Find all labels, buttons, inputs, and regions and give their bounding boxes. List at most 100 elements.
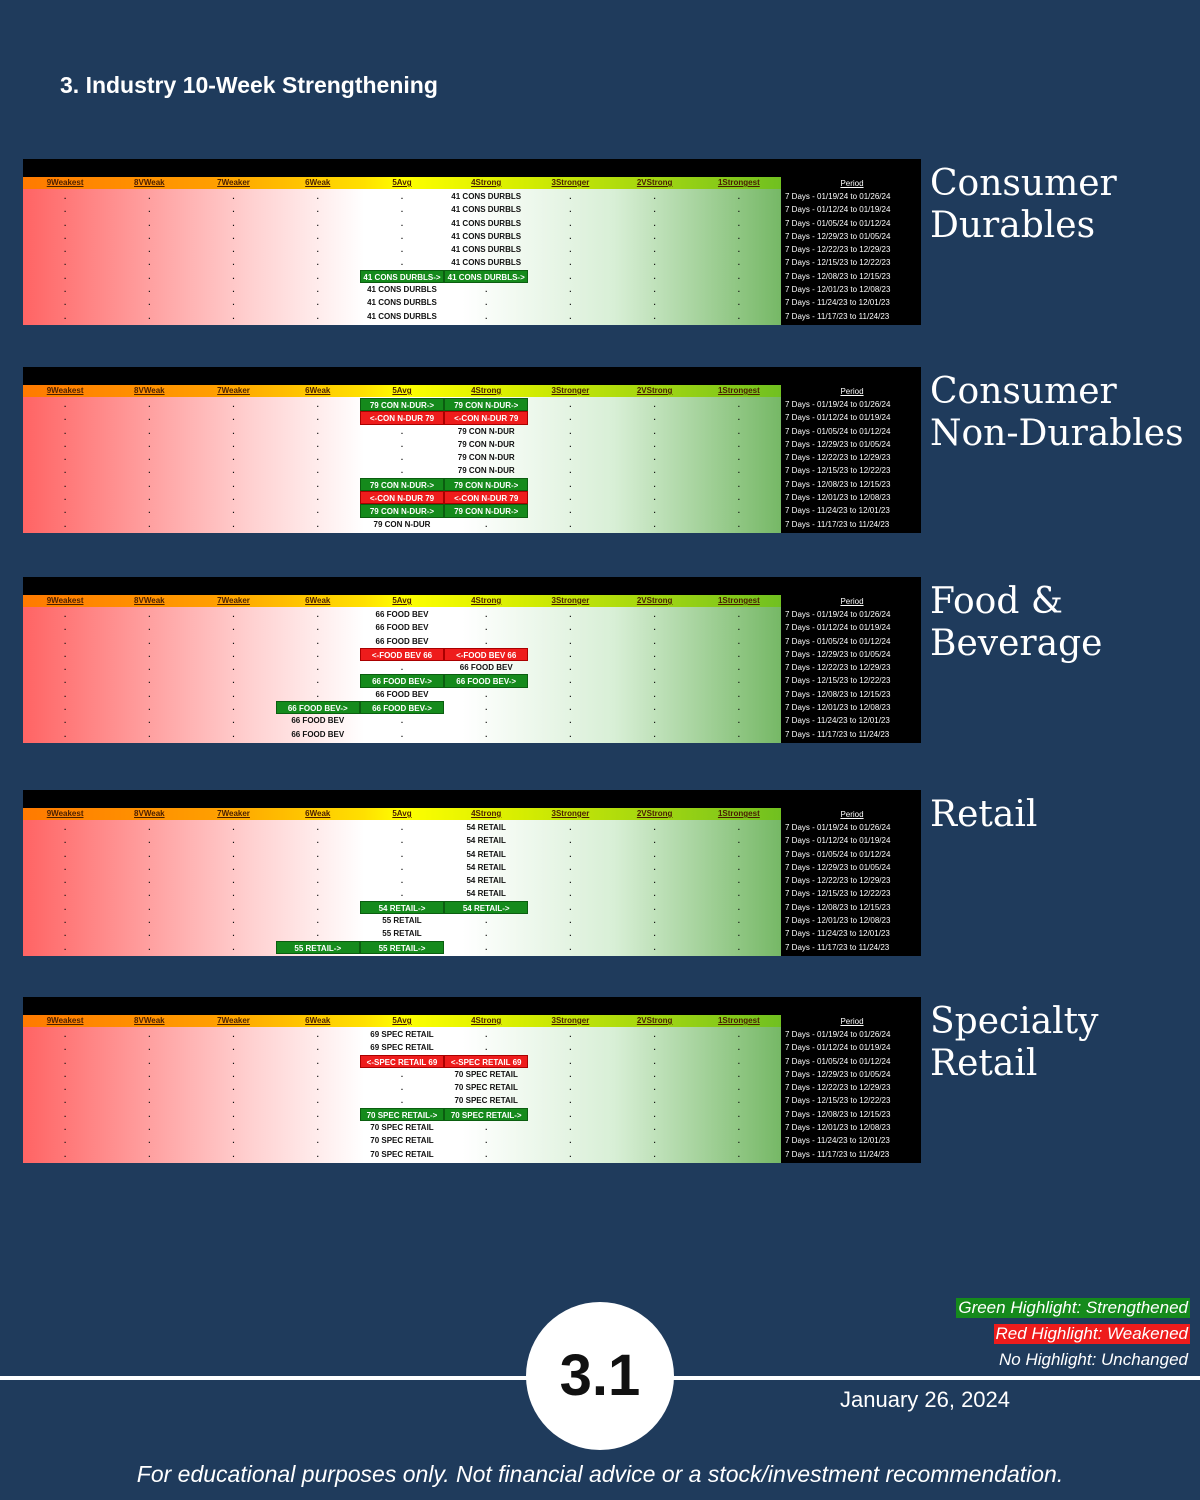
table-cell: . bbox=[148, 479, 151, 489]
column-header: 8VWeak bbox=[134, 386, 165, 395]
table-cell: . bbox=[737, 916, 740, 926]
table-cell: . bbox=[148, 623, 151, 633]
table-cell: . bbox=[232, 623, 235, 633]
table-cell: . bbox=[63, 426, 67, 436]
table-cell: 54 RETAIL bbox=[466, 836, 506, 846]
table-cell: . bbox=[148, 466, 151, 476]
table-row: ..... 41 CONS DURBLS... bbox=[23, 256, 781, 269]
table-cell: . bbox=[316, 849, 319, 859]
sector-label-line1: Consumer bbox=[930, 163, 1117, 204]
table-cell: . bbox=[63, 231, 67, 241]
table-cell: . bbox=[148, 258, 151, 268]
table-row: ..... 70 SPEC RETAIL... bbox=[23, 1094, 781, 1107]
table-cell: . bbox=[63, 1056, 67, 1066]
table-cell: . bbox=[737, 271, 740, 281]
table-row: .... 41 CONS DURBLS.... bbox=[23, 283, 781, 296]
table-cell: . bbox=[569, 258, 572, 268]
column-header: 1Strongest bbox=[717, 809, 760, 818]
cell-strengthened: 66 FOOD BEV-> bbox=[359, 701, 445, 715]
table-cell: 54 RETAIL bbox=[466, 849, 506, 859]
table-cell: . bbox=[400, 426, 404, 436]
table-cell: . bbox=[569, 1123, 572, 1133]
cell-strengthened: 66 FOOD BEV-> bbox=[359, 674, 445, 688]
table-cell: . bbox=[400, 862, 404, 872]
table-cell: . bbox=[653, 862, 656, 872]
legend-red: Red Highlight: Weakened bbox=[993, 1324, 1190, 1344]
table-cell: . bbox=[737, 245, 740, 255]
table-cell: . bbox=[148, 929, 151, 939]
table-cell: . bbox=[653, 1083, 656, 1093]
table-cell: . bbox=[316, 876, 319, 886]
period-row: 7 Days - 11/24/23 to 12/01/23 bbox=[785, 716, 890, 726]
table-cell: . bbox=[232, 426, 235, 436]
table-cell: . bbox=[400, 729, 404, 739]
column-header: 5Avg bbox=[392, 809, 412, 818]
table-cell: . bbox=[148, 916, 151, 926]
table-cell: . bbox=[737, 400, 740, 409]
table-cell: . bbox=[316, 245, 319, 255]
table-cell: . bbox=[316, 231, 319, 241]
column-header: 3Stronger bbox=[551, 1016, 590, 1025]
column-header: 8VWeak bbox=[134, 596, 165, 605]
table-cell: . bbox=[737, 1123, 740, 1133]
table-cell: . bbox=[737, 876, 740, 886]
table-cell: 79 CON N-DUR bbox=[457, 453, 515, 463]
table-cell: . bbox=[485, 1136, 488, 1146]
table-cell: . bbox=[653, 205, 656, 215]
table-cell: . bbox=[653, 729, 656, 739]
table-cell: . bbox=[232, 453, 235, 463]
table-cell: 54 RETAIL bbox=[466, 889, 506, 899]
cell-weakened: <-FOOD BEV 66 bbox=[359, 647, 445, 662]
period-column: Period 7 Days - 01/19/24 to 01/26/24 7 Day… bbox=[783, 385, 921, 531]
table-cell: . bbox=[653, 519, 656, 529]
table-cell: . bbox=[737, 1149, 740, 1159]
period-column: Period 7 Days - 01/19/24 to 01/26/24 7 Day… bbox=[783, 595, 921, 741]
column-header-row: 9Weakest 8VWeak 7Weaker 6Weak 5Avg 4Strong 3St… bbox=[23, 595, 781, 607]
table-cell: . bbox=[569, 1096, 572, 1106]
period-row: 7 Days - 01/05/24 to 01/12/24 bbox=[785, 218, 891, 228]
table-cell: . bbox=[737, 519, 740, 529]
industry-table: 9Weakest 8VWeak 7Weaker 6Weak 5Avg 4Strong 3St… bbox=[23, 997, 921, 1163]
table-cell: . bbox=[737, 623, 740, 633]
table-cell: . bbox=[737, 636, 740, 646]
period-row: 7 Days - 12/15/23 to 12/22/23 bbox=[785, 676, 891, 686]
table-cell: . bbox=[148, 836, 151, 846]
sector-label-line2: Non-Durables bbox=[930, 413, 1184, 454]
table-cell: . bbox=[569, 610, 572, 619]
table-cell: . bbox=[569, 205, 572, 215]
table-cell: . bbox=[63, 439, 67, 449]
table-cell: . bbox=[63, 1096, 67, 1106]
table-cell: . bbox=[569, 506, 572, 516]
table-cell: . bbox=[569, 649, 572, 659]
period-row: 7 Days - 01/05/24 to 01/12/24 bbox=[785, 426, 891, 436]
table-cell: . bbox=[653, 493, 656, 503]
table-cell: . bbox=[653, 285, 656, 295]
table-cell: . bbox=[148, 400, 151, 409]
table-cell: . bbox=[63, 676, 67, 686]
sector-label-line1: Retail bbox=[930, 794, 1038, 835]
table-cell: . bbox=[653, 623, 656, 633]
table-cell: . bbox=[737, 493, 740, 503]
table-cell: . bbox=[316, 1030, 319, 1039]
table-cell: . bbox=[316, 311, 319, 321]
column-header: 5Avg bbox=[392, 596, 412, 605]
period-row: 7 Days - 11/17/23 to 11/24/23 bbox=[785, 729, 890, 739]
table-cell: . bbox=[63, 942, 67, 952]
table-cell: . bbox=[653, 1030, 656, 1039]
table-cell: . bbox=[232, 716, 235, 726]
table-cell: . bbox=[400, 716, 404, 726]
column-header: 7Weaker bbox=[217, 809, 250, 818]
table-cell: . bbox=[316, 1123, 319, 1133]
column-header: 9Weakest bbox=[46, 386, 84, 395]
table-row: ..... 41 CONS DURBLS... bbox=[23, 243, 781, 256]
table-cell: . bbox=[316, 663, 319, 673]
table-cell: 54 RETAIL bbox=[466, 876, 506, 886]
cell-strengthened: 41 CONS DURBLS-> bbox=[359, 269, 445, 284]
table-cell: . bbox=[485, 623, 488, 633]
table-cell: . bbox=[569, 876, 572, 886]
column-header: 3Stronger bbox=[551, 386, 590, 395]
table-cell: . bbox=[569, 1030, 572, 1039]
table-cell: . bbox=[63, 929, 67, 939]
table-cell: . bbox=[653, 426, 656, 436]
period-row: 7 Days - 01/12/24 to 01/19/24 bbox=[785, 623, 891, 633]
